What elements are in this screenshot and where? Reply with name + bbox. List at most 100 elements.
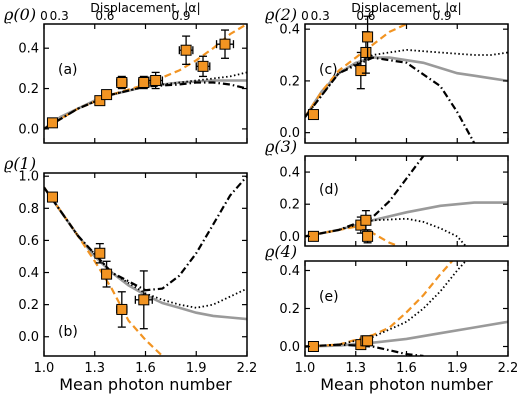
panel-label: (a) <box>58 62 78 78</box>
series-dashdot-line <box>305 56 476 143</box>
y-tick-label: 0.4 <box>279 23 300 38</box>
top-tick-label: 0 <box>40 9 48 23</box>
series-dashed-line <box>305 24 407 118</box>
data-point-marker <box>362 230 374 242</box>
series-dotted-line <box>305 217 467 246</box>
x-tick-label: 1.6 <box>396 361 417 376</box>
panel-label: (d) <box>319 182 339 198</box>
series-solid-line <box>305 56 508 118</box>
x-tick-label: 1.0 <box>295 361 316 376</box>
y-tick-label: 0.0 <box>279 126 300 141</box>
plot-frame <box>304 260 509 357</box>
y-axis-label: ϱ(1) <box>4 154 36 173</box>
series-dashdot-line <box>305 343 424 356</box>
data-point <box>307 230 319 242</box>
y-tick-label: 0.2 <box>18 82 39 97</box>
data-point-marker <box>116 303 128 315</box>
y-tick-label: 0.6 <box>18 234 39 249</box>
y-tick-label: 0.8 <box>18 202 39 217</box>
data-point-marker <box>94 247 106 259</box>
y-tick-label: 0.2 <box>18 298 39 313</box>
data-point <box>195 55 211 78</box>
y-axis-label: ϱ(4) <box>265 242 297 261</box>
top-tick-label: 0.6 <box>356 9 375 23</box>
data-point <box>116 75 128 90</box>
data-point <box>46 191 58 203</box>
data-point-marker <box>116 76 128 88</box>
data-point-marker <box>197 60 209 72</box>
series-dashdot-line <box>44 81 247 130</box>
x-axis-title: Mean photon number <box>320 375 493 394</box>
data-point-marker <box>138 294 150 306</box>
top-axis-title: Displacement, |α| <box>351 0 462 15</box>
y-tick-label: 0.4 <box>18 266 39 281</box>
data-point <box>307 109 319 121</box>
top-tick-label: 0.3 <box>311 9 330 23</box>
top-tick-label: 0.9 <box>432 9 451 23</box>
y-tick-label: 0.2 <box>279 198 300 213</box>
panel-e: 1.0 1.3 1.6 1.9 2.2 0.0 0.2 0.4 Mean photon numb… <box>265 242 518 394</box>
top-tick-label: 0.6 <box>95 9 114 23</box>
x-tick-label: 2.2 <box>237 361 258 376</box>
data-point <box>94 242 106 264</box>
data-point-marker <box>180 44 192 56</box>
x-tick-label: 2.2 <box>498 361 519 376</box>
x-tick-label: 1.0 <box>34 361 55 376</box>
y-tick-label: 0.4 <box>279 166 300 181</box>
y-axis-label: ϱ(0) <box>4 5 36 24</box>
data-point-marker <box>46 117 58 129</box>
data-point <box>215 29 235 59</box>
panel-b: 1.0 1.3 1.6 1.9 2.2 0.0 0.2 0.4 0.6 0.8 1.0 Mean ph… <box>4 154 257 394</box>
y-tick-label: 0.0 <box>279 340 300 355</box>
data-point <box>148 71 164 90</box>
data-point <box>362 335 374 347</box>
series-dotted-line <box>305 48 508 118</box>
panel-d: 0.0 0.2 0.4 ϱ(3) (d) <box>265 137 509 247</box>
y-axis-label: ϱ(3) <box>265 137 297 156</box>
panel-label: (c) <box>319 62 338 78</box>
plot-frame <box>304 23 509 144</box>
top-tick-label: 0.9 <box>171 9 190 23</box>
data-point <box>46 117 58 129</box>
series-dashdot-line <box>305 156 425 238</box>
top-axis-title: Displacement, |α| <box>90 0 201 15</box>
x-tick-label: 1.9 <box>447 361 468 376</box>
data-point-marker <box>362 31 374 43</box>
plot-frame <box>304 155 509 247</box>
series-dashed-line <box>305 261 454 348</box>
data-point <box>101 260 113 288</box>
x-tick-label: 1.3 <box>345 361 366 376</box>
data-point-marker <box>138 76 150 88</box>
data-point-marker <box>101 89 113 101</box>
x-tick-label: 1.9 <box>186 361 207 376</box>
data-point-marker <box>46 191 58 203</box>
panel-label: (b) <box>58 324 78 340</box>
y-tick-label: 0.4 <box>18 42 39 57</box>
data-point-marker <box>355 65 367 77</box>
x-tick-label: 1.3 <box>84 361 105 376</box>
data-point <box>362 229 374 244</box>
data-point <box>101 89 113 101</box>
y-tick-label: 0.2 <box>279 302 300 317</box>
series-dotted-line <box>44 71 247 130</box>
data-point-marker <box>307 109 319 121</box>
data-point-marker <box>150 74 162 86</box>
data-point <box>178 35 194 65</box>
y-tick-label: 0.0 <box>18 122 39 137</box>
data-point <box>138 75 150 90</box>
y-tick-label: 0.4 <box>279 264 300 279</box>
panel-label: (e) <box>319 289 339 305</box>
data-point-marker <box>360 214 372 226</box>
top-tick-label: 0 <box>301 9 309 23</box>
data-point-marker <box>101 268 113 280</box>
data-point-marker <box>362 335 374 347</box>
data-point-marker <box>94 95 106 107</box>
y-tick-label: 0.0 <box>279 230 300 245</box>
data-point <box>116 291 128 328</box>
series-dashdot-line <box>44 175 247 292</box>
data-point-marker <box>360 46 372 58</box>
data-point <box>362 15 374 59</box>
